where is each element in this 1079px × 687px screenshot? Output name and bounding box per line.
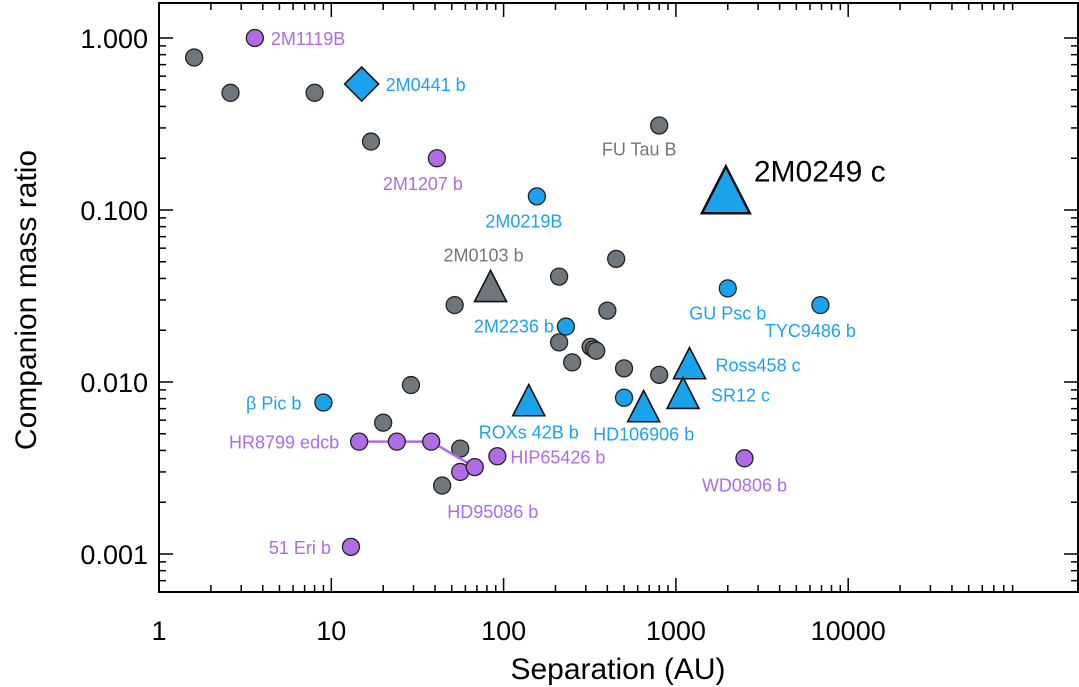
triangle-point	[665, 375, 701, 410]
data-point	[422, 432, 441, 451]
point-label: 2M2236 b	[474, 317, 554, 337]
point-label: GU Psc b	[689, 303, 766, 323]
triangle-point	[473, 268, 508, 303]
diamond-point	[343, 65, 380, 103]
data-point	[527, 187, 547, 206]
point-label: TYC9486 b	[765, 321, 856, 341]
data-point	[361, 132, 381, 151]
data-point	[549, 267, 569, 286]
point-label: Ross458 c	[716, 356, 801, 376]
data-point	[650, 116, 669, 135]
data-point	[433, 476, 452, 495]
point-label: HD106906 b	[593, 425, 694, 445]
point-label: WD0806 b	[702, 475, 787, 495]
data-point	[387, 432, 406, 451]
y-tick-label: 0.010	[80, 368, 148, 398]
data-point	[556, 317, 576, 336]
y-tick-label: 0.100	[80, 196, 148, 226]
data-point	[563, 353, 582, 372]
point-label: ROXs 42B b	[479, 423, 579, 443]
data-point	[185, 48, 204, 67]
data-point	[245, 28, 265, 48]
data-point	[401, 375, 421, 395]
point-label: β Pic b	[246, 394, 301, 414]
data-point	[341, 537, 361, 557]
triangle-point	[626, 388, 661, 423]
large-triangle-point	[699, 163, 752, 215]
data-labels: FU Tau B β Pic b 2M0219B 2M2236 b GU Psc bTY…	[229, 29, 886, 558]
x-tick-label: 100	[481, 616, 526, 646]
axis-ticks	[158, 3, 1078, 592]
data-point	[451, 439, 470, 458]
data-point	[549, 333, 569, 352]
y-axis-title: Companion mass ratio	[10, 150, 43, 450]
x-tick-label: 1	[151, 616, 166, 646]
point-label: HIP65426 b	[510, 447, 605, 467]
data-point	[445, 295, 464, 315]
point-label: 2M0103 b	[444, 245, 524, 265]
triangle-point	[672, 345, 707, 380]
data-marks	[185, 28, 830, 557]
triangle-point	[511, 382, 547, 417]
data-point	[221, 83, 240, 102]
point-label: SR12 c	[711, 385, 770, 405]
x-tick-label: 10000	[811, 616, 886, 646]
data-point	[427, 149, 447, 168]
x-tick-label: 1000	[646, 616, 706, 646]
point-label: HD95086 b	[447, 502, 538, 522]
data-point	[718, 279, 737, 298]
y-tick-label: 0.001	[80, 540, 148, 570]
data-point	[811, 295, 830, 315]
point-label: 2M0249 c	[754, 155, 886, 188]
point-label: FU Tau B	[602, 139, 677, 159]
data-point	[349, 432, 369, 451]
point-label: 2M0219B	[485, 211, 562, 231]
point-label: HR8799 edcb	[229, 433, 339, 453]
data-point	[735, 449, 754, 468]
hr8799-connector-line	[359, 440, 476, 469]
x-axis-title: Separation (AU)	[510, 653, 725, 686]
data-point	[606, 249, 626, 268]
plot-frame	[158, 2, 1079, 593]
data-point	[305, 83, 324, 102]
data-point	[614, 388, 634, 407]
data-point	[598, 301, 617, 320]
y-tick-label: 1.000	[80, 24, 148, 54]
x-tick-label: 10	[316, 616, 346, 646]
data-point	[488, 447, 507, 466]
data-point	[314, 393, 333, 412]
data-point	[465, 457, 484, 477]
data-point	[587, 341, 606, 360]
point-label: 2M1119B	[271, 29, 345, 49]
point-label: 2M1207 b	[383, 174, 463, 194]
data-point	[614, 359, 634, 378]
point-label: 51 Eri b	[269, 538, 331, 558]
point-label: 2M0441 b	[386, 75, 466, 95]
data-point	[650, 365, 669, 385]
data-point	[374, 413, 393, 432]
tick-labels: 1 10 100 1000 10000 0.001 0.010 0.100 1.000	[80, 24, 885, 646]
